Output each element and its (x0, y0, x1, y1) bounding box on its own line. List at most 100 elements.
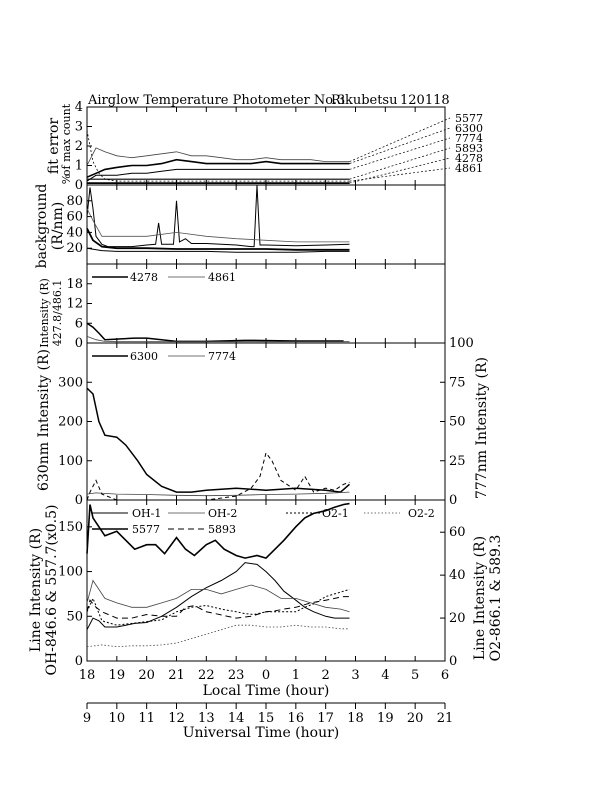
local-time-tick-label: 6 (441, 668, 449, 683)
line-intensity-ytick-label: 0 (75, 654, 83, 669)
universal-time-tick-label: 16 (288, 711, 305, 726)
legend-label-4861: 4861 (208, 271, 236, 284)
oi-ylabel-right: 777nm Intensity (R) (474, 357, 490, 499)
series-line_intensity-OH-2 (86, 579, 350, 613)
series-background-s0 (86, 184, 350, 248)
oi-ytick-label: 100 (58, 454, 83, 469)
fit-error-ylabel-unit: % (60, 174, 73, 184)
intensity-blue-ylabel-line1: Intensity (R) (38, 278, 51, 348)
universal-time-tick-label: 17 (317, 711, 334, 726)
local-time-tick-label: 22 (198, 668, 215, 683)
legend-line-intensity: OH-1 OH-2 O2-1 O2-2 5577 5893 (92, 507, 435, 536)
local-time-tick-label: 18 (79, 668, 96, 683)
fit-error-ylabel: fit error of max count % (46, 103, 73, 184)
local-time-tick-label: 19 (109, 668, 126, 683)
callout-leader-5577 (349, 117, 451, 162)
legend-label-oh1: OH-1 (132, 507, 161, 520)
universal-time-tick-label: 13 (198, 711, 215, 726)
universal-time-label: Universal Time (hour) (183, 725, 340, 741)
series-oi_630_777-6300 (86, 387, 350, 493)
series-oi_630_777-7774 (86, 491, 350, 497)
universal-time-tick-label: 15 (258, 711, 275, 726)
universal-time-tick-label: 12 (168, 711, 185, 726)
series-fit_error-7774 (86, 168, 350, 182)
oi-ytick-label: 300 (58, 375, 83, 390)
line-intensity-ytick-label-right: 40 (449, 568, 466, 583)
legend-label-4278: 4278 (130, 271, 158, 284)
chart-marks: 18 19 20 21 22 23 0 1 2 3 4 5 69 10 11 12 13 14 15 16 17 18 19… (58, 100, 483, 726)
series-intensity_blue-4861 (86, 336, 350, 343)
line-intensity-ytick-label: 150 (58, 520, 83, 535)
local-time-tick-label: 4 (381, 668, 389, 683)
fit-error-ylabel-line1: fit error (46, 118, 62, 175)
intensity-blue-ytick-label: 0 (75, 336, 83, 351)
fit-error-ytick-label: 1 (75, 159, 83, 174)
universal-time-tick-label: 11 (138, 711, 155, 726)
local-time-tick-label: 21 (168, 668, 185, 683)
callout-label-5893: 5893 (455, 142, 483, 155)
callout-leader-6300 (349, 127, 451, 164)
legend-label-6300: 6300 (130, 350, 158, 363)
universal-time-tick-label: 21 (437, 711, 454, 726)
fit-error-ytick-label: 4 (75, 100, 83, 115)
callout-leader-7774 (349, 137, 451, 170)
intensity-blue-ytick-label: 12 (66, 297, 83, 312)
background-ylabel-line2: (R/nm) (50, 202, 66, 250)
oi-ytick-label: 0 (75, 493, 83, 508)
series-fit_error-4861 (86, 130, 350, 182)
local-time-tick-label: 5 (411, 668, 419, 683)
callout-label-4861: 4861 (455, 162, 483, 175)
series-line_intensity-O2-2 (86, 624, 350, 648)
line-intensity-ytick-label-right: 20 (449, 611, 466, 626)
intensity-blue-ytick-label: 18 (66, 277, 83, 292)
universal-time-tick-label: 18 (347, 711, 364, 726)
oi-ytick-label-right: 25 (449, 454, 466, 469)
chart-station: Rikubetsu (331, 93, 397, 108)
series-background-s1 (86, 227, 350, 251)
line-intensity-ylabel-left: Line Intensity (R) OH-846.6 & 557.7(x0.5… (28, 504, 60, 675)
series-background-s2 (86, 208, 350, 243)
callout-label-5577: 5577 (455, 112, 483, 125)
local-time-label: Local Time (hour) (203, 683, 330, 699)
intensity-blue-ylabel-line2: 427.8/486.1 (51, 280, 64, 347)
line-intensity-ytick-label-right: 60 (449, 525, 466, 540)
oi-ytick-label-right: 75 (449, 375, 466, 390)
background-ytick-label: 80 (66, 194, 83, 209)
line-intensity-ytick-label: 100 (58, 565, 83, 580)
legend-intensity-blue: 4278 4861 (92, 271, 236, 284)
line-intensity-ylabel-left-line1: Line Intensity (R) (28, 528, 44, 652)
callout-leader-5893 (349, 147, 451, 180)
series-line_intensity-OH-1 (86, 562, 350, 630)
series-intensity_blue-4278 (86, 322, 344, 343)
local-time-tick-label: 23 (228, 668, 245, 683)
universal-time-tick-label: 19 (377, 711, 394, 726)
series-line_intensity-O2-1 (86, 588, 350, 626)
line-intensity-ylabel-right-line2: O2-866.1 & 589.3 (488, 535, 504, 662)
line-intensity-ytick-label-right: 0 (449, 654, 457, 669)
legend-oi: 6300 7774 (92, 350, 236, 363)
universal-time-tick-label: 14 (228, 711, 245, 726)
legend-label-5893: 5893 (208, 523, 236, 536)
universal-time-tick-label: 20 (407, 711, 424, 726)
chart-title: Airglow Temperature Photometer No.3 (87, 93, 345, 108)
oi-ytick-label: 200 (58, 415, 83, 430)
local-time-tick-label: 1 (292, 668, 300, 683)
legend-label-5577: 5577 (132, 523, 160, 536)
local-time-tick-label: 3 (351, 668, 359, 683)
line-intensity-ylabel-right: Line Intensity (R) O2-866.1 & 589.3 (472, 535, 504, 662)
line-intensity-ylabel-right-line1: Line Intensity (R) (472, 536, 488, 660)
local-time-tick-label: 20 (138, 668, 155, 683)
callout-label-4278: 4278 (455, 152, 483, 165)
fit-error-ylabel-line2: of max count (60, 103, 73, 176)
intensity-blue-ytick-label: 6 (75, 316, 83, 331)
callout-label-6300: 6300 (455, 122, 483, 135)
callout-leader-4278 (349, 157, 451, 184)
chart-date: 120118 (400, 93, 450, 108)
series-line_intensity-5577 (86, 502, 350, 559)
background-ytick-label: 60 (66, 210, 83, 225)
series-fit_error-6300 (86, 158, 350, 178)
series-fit_error-5577 (86, 147, 350, 166)
fit-error-ytick-label: 0 (75, 178, 83, 193)
fit-error-ytick-label: 3 (75, 120, 83, 135)
